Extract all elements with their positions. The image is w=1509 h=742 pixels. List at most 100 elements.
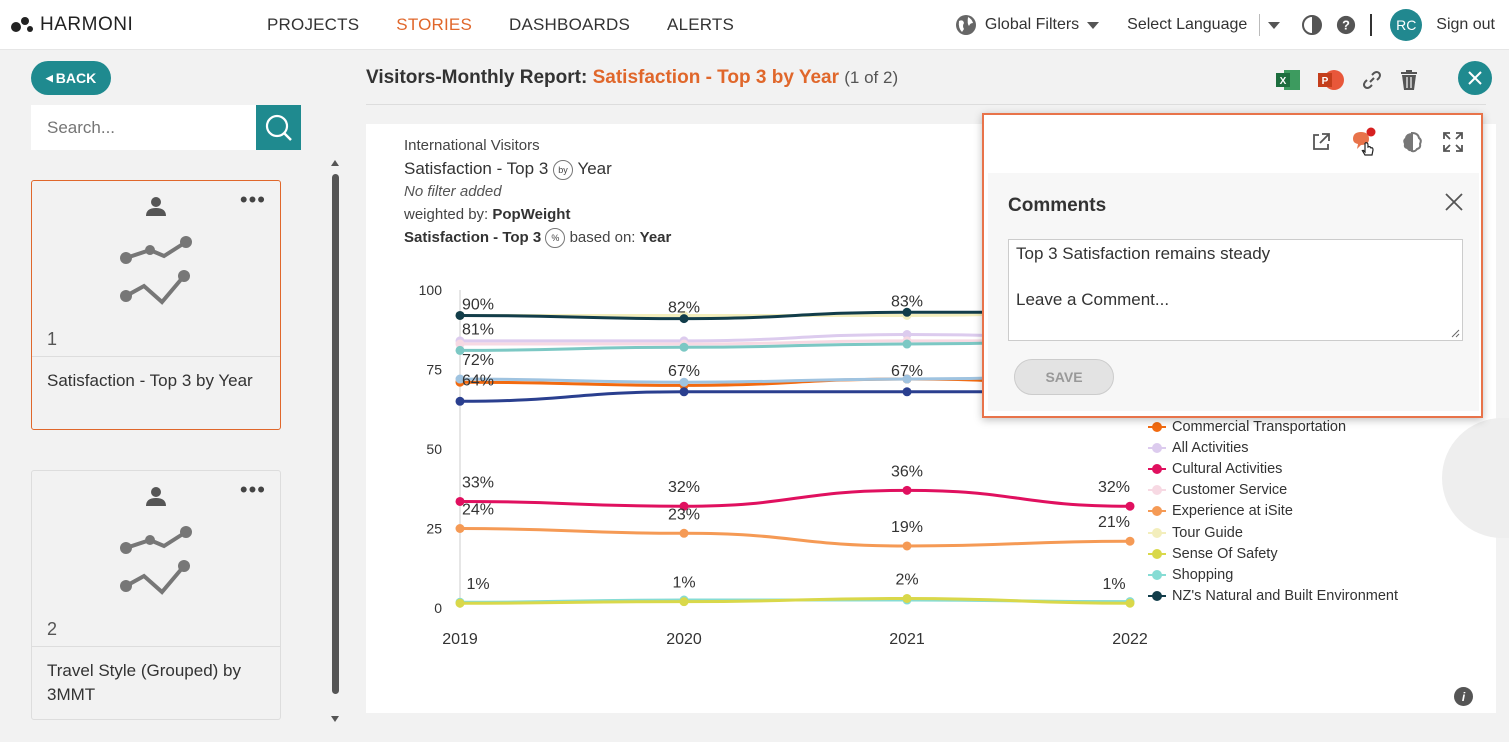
user-icon (146, 487, 166, 506)
save-button[interactable]: SAVE (1014, 359, 1114, 395)
svg-text:?: ? (1342, 18, 1350, 33)
based-on: Satisfaction - Top 3 % based on: Year (404, 226, 671, 249)
comment-placeholder: Leave a Comment... (1016, 290, 1170, 309)
divider (366, 104, 1486, 105)
legend-item[interactable]: Tour Guide (1146, 522, 1398, 543)
excel-icon[interactable]: X (1275, 68, 1301, 92)
by-badge: by (553, 159, 574, 180)
trash-icon[interactable] (1399, 69, 1419, 91)
legend-marker (1146, 463, 1168, 474)
scroll-thumb[interactable] (332, 174, 339, 694)
more-options-icon[interactable]: ••• (239, 187, 266, 212)
story-card[interactable]: ••• 2 Travel Style (Grouped) by 3MMT (31, 470, 281, 720)
brain-icon[interactable] (1401, 131, 1423, 153)
avatar[interactable]: RC (1390, 9, 1423, 41)
help-icon[interactable]: ? (1336, 15, 1356, 35)
theme-toggle-icon[interactable] (1302, 15, 1323, 35)
legend-label: Tour Guide (1172, 524, 1243, 541)
scroll-down-icon[interactable] (329, 714, 341, 724)
card-title: Satisfaction - Top 3 by Year (32, 356, 280, 431)
global-filters-label: Global Filters (984, 16, 1080, 33)
basis-value: Year (639, 229, 672, 246)
back-label: BACK (55, 70, 97, 86)
chevron-down-icon (1268, 21, 1281, 29)
more-options-icon[interactable]: ••• (239, 477, 266, 502)
link-icon[interactable] (1361, 69, 1383, 91)
nav-alerts[interactable]: ALERTS (667, 15, 735, 34)
close-icon[interactable] (1445, 193, 1463, 211)
legend-item[interactable]: NZ's Natural and Built Environment (1146, 586, 1398, 607)
comment-icon[interactable] (1351, 127, 1381, 157)
legend-item[interactable]: Cultural Activities (1146, 458, 1398, 479)
legend-item[interactable]: Commercial Transportation (1146, 416, 1398, 437)
chart-title-part: Year (577, 159, 612, 178)
report-count: (1 of 2) (844, 68, 899, 87)
legend-label: Sense Of Safety (1172, 545, 1278, 562)
chart-title: Satisfaction - Top 3 by Year (404, 157, 671, 180)
nav-dashboards[interactable]: DASHBOARDS (509, 15, 631, 34)
nav-stories[interactable]: STORIES (396, 15, 472, 34)
open-external-icon[interactable] (1311, 132, 1331, 152)
comments-heading: Comments (1008, 195, 1107, 216)
info-icon[interactable]: i (1454, 687, 1473, 706)
logo-text: HARMONI (40, 14, 134, 35)
legend-marker (1146, 506, 1168, 517)
legend-item[interactable]: Shopping (1146, 564, 1398, 585)
main-nav: PROJECTS STORIES DASHBOARDS ALERTS (267, 15, 771, 35)
line-chart-icon (120, 526, 192, 595)
card-preview: ••• 2 (32, 471, 280, 646)
sidebar-scrollbar[interactable] (329, 158, 341, 724)
legend-marker (1146, 485, 1168, 496)
comments-popover: Comments Top 3 Satisfaction remains stea… (982, 113, 1483, 418)
weighted-label: weighted by: (404, 206, 493, 223)
top-bar: HARMONI PROJECTS STORIES DASHBOARDS ALER… (0, 0, 1509, 50)
chart-legend: Commercial Transportation All Activities C… (1146, 416, 1398, 607)
powerpoint-icon[interactable]: P (1317, 68, 1345, 92)
legend-marker (1146, 527, 1168, 538)
logo[interactable]: HARMONI (10, 14, 133, 36)
resize-handle-icon[interactable] (1451, 329, 1460, 338)
language-label: Select Language (1127, 16, 1248, 33)
comment-textarea[interactable]: Top 3 Satisfaction remains steady Leave … (1008, 239, 1463, 341)
percent-badge: % (545, 228, 566, 249)
close-icon (1468, 71, 1482, 85)
divider (1370, 14, 1373, 36)
search-icon (265, 114, 292, 141)
report-toolbar: X P (1275, 68, 1419, 92)
legend-item[interactable]: Sense Of Safety (1146, 543, 1398, 564)
sign-out-link[interactable]: Sign out (1436, 16, 1495, 33)
search-button[interactable] (256, 105, 301, 150)
legend-marker (1146, 569, 1168, 580)
chart-tools (1311, 127, 1463, 157)
existing-comment: Top 3 Satisfaction remains steady (1016, 244, 1271, 263)
line-chart-icon (120, 236, 192, 305)
card-number: 2 (47, 619, 58, 639)
scroll-up-icon[interactable] (329, 158, 341, 168)
user-icon (146, 197, 166, 216)
chart-meta: International Visitors Satisfaction - To… (404, 134, 671, 249)
legend-label: Customer Service (1172, 482, 1288, 499)
page-title: Visitors-Monthly Report: Satisfaction - … (366, 67, 898, 89)
sidebar: ◀ BACK ••• 1 Satisfaction - Top 3 by Yea… (0, 50, 345, 742)
fullscreen-icon[interactable] (1443, 132, 1463, 152)
legend-item[interactable]: Experience at iSite (1146, 501, 1398, 522)
close-report-button[interactable] (1458, 61, 1492, 95)
legend-item[interactable]: Customer Service (1146, 480, 1398, 501)
search-input[interactable] (31, 105, 257, 150)
logo-icon (11, 17, 33, 32)
global-filters-dropdown[interactable]: Global Filters (955, 14, 1100, 36)
caret-left-icon: ◀ (45, 72, 53, 83)
report-prefix: Visitors-Monthly Report: (366, 67, 593, 88)
svg-text:X: X (1280, 76, 1287, 87)
story-card[interactable]: ••• 1 Satisfaction - Top 3 by Year (31, 180, 281, 430)
nav-projects[interactable]: PROJECTS (267, 15, 360, 34)
legend-marker (1146, 421, 1168, 432)
card-title: Travel Style (Grouped) by 3MMT (32, 646, 280, 721)
legend-marker (1146, 591, 1168, 602)
legend-item[interactable]: All Activities (1146, 437, 1398, 458)
back-button[interactable]: ◀ BACK (31, 61, 111, 95)
card-number: 1 (47, 329, 58, 349)
comments-panel: Comments Top 3 Satisfaction remains stea… (988, 173, 1479, 411)
language-select[interactable]: Select Language (1127, 14, 1281, 36)
basis-measure: Satisfaction - Top 3 (404, 229, 542, 246)
